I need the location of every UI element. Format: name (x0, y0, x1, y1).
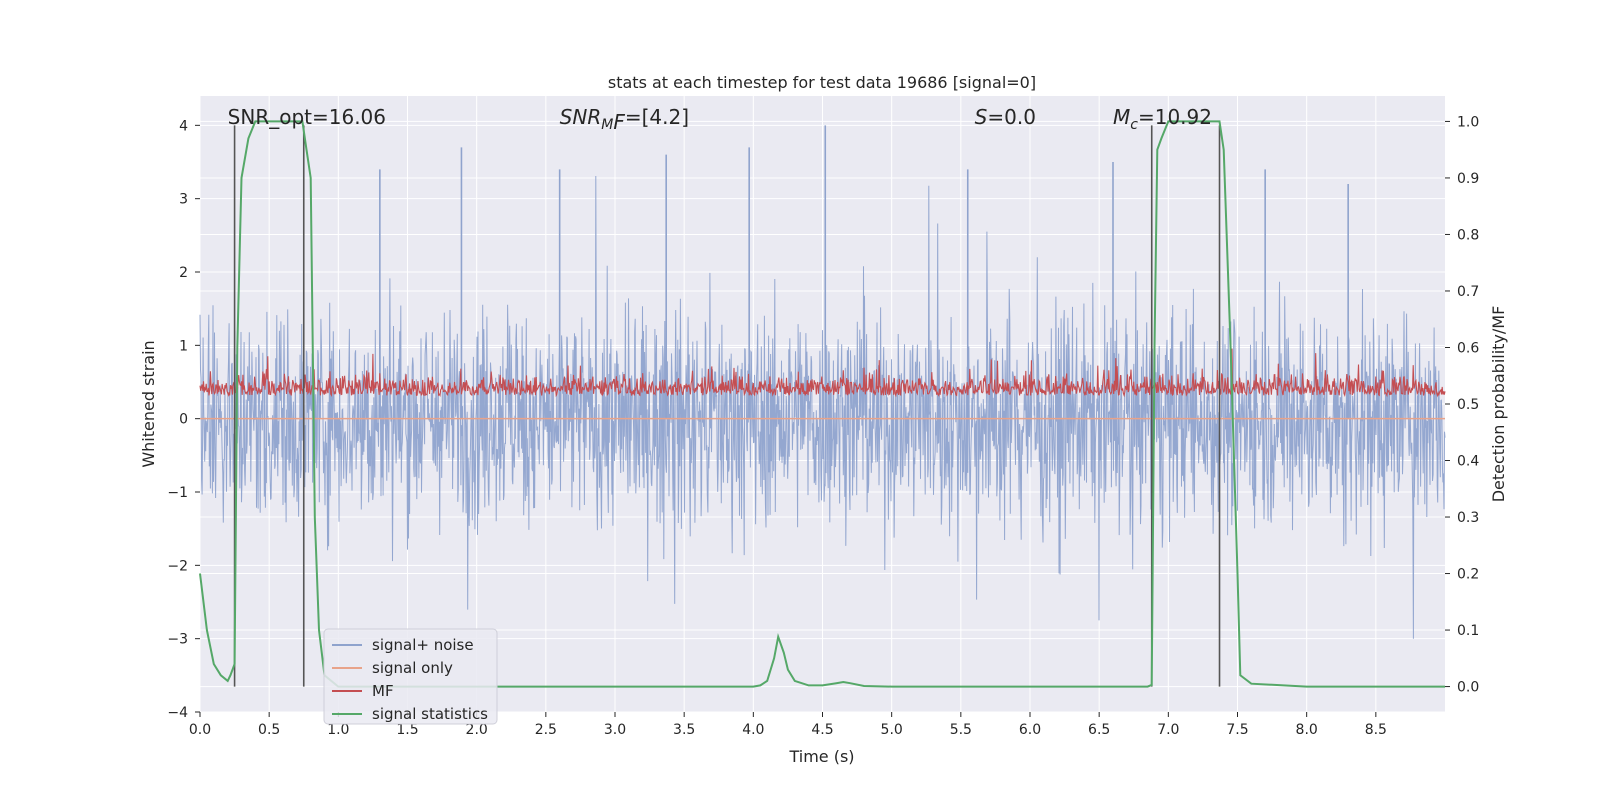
y-tick-label: −4 (167, 705, 188, 721)
y2-tick-label: 0.8 (1457, 227, 1479, 243)
y-tick-label: −3 (167, 632, 188, 648)
x-tick-label: 8.0 (1296, 722, 1318, 738)
x-tick-label: 7.0 (1157, 722, 1179, 738)
x-tick-label: 7.5 (1226, 722, 1248, 738)
y2-tick-label: 0.1 (1457, 623, 1479, 639)
ticks: 0.0 0.5 1.0 1.5 2.0 2.5 3.0 3.5 4.0 4.5 5.0 5.5 6.0 6… (167, 114, 1479, 738)
annotations: SNR_opt=16.06 SNRMF=[4.2] S=0.0 Mc=10.92 (228, 105, 1212, 134)
signal-statistics-line (199, 120, 1445, 688)
y-tick-label: −2 (167, 558, 188, 574)
annotation-1: SNRMF=[4.2] (560, 105, 689, 134)
y2-tick-label: 0.6 (1457, 340, 1479, 356)
x-tick-label: 6.0 (1019, 722, 1041, 738)
y2-tick-label: 1.0 (1457, 114, 1479, 130)
y-tick-label: 0 (179, 412, 188, 428)
x-tick-label: 5.0 (881, 722, 903, 738)
legend-label: signal only (372, 659, 453, 677)
x-tick-label: 8.5 (1365, 722, 1387, 738)
x-tick-label: 0.5 (258, 722, 280, 738)
legend: signal+ noise signal only MF signal statist… (323, 628, 498, 725)
annotation-0: SNR_opt=16.06 (228, 105, 386, 129)
chart-title: stats at each timestep for test data 196… (608, 73, 1036, 92)
y2-tick-label: 0.9 (1457, 171, 1479, 187)
y-tick-label: 4 (179, 118, 188, 134)
signal-noise-layer (199, 125, 1446, 639)
y2-tick-label: 0.7 (1457, 284, 1479, 300)
x-tick-label: 0.0 (189, 722, 211, 738)
annotation-2: S=0.0 (975, 105, 1036, 129)
x-axis-label: Time (s) (788, 747, 854, 766)
x-tick-label: 1.5 (396, 722, 418, 738)
y2-tick-label: 0.4 (1457, 454, 1479, 470)
x-tick-label: 3.0 (604, 722, 626, 738)
y-tick-label: 1 (179, 338, 188, 354)
y2-tick-label: 0.2 (1457, 567, 1479, 583)
mf-layer (199, 348, 1446, 398)
y2-tick-label: 0.5 (1457, 397, 1479, 413)
y2-axis-label: Detection probability/MF (1489, 306, 1508, 503)
annotation-3: Mc=10.92 (1113, 105, 1212, 133)
y2-tick-label: 0.3 (1457, 510, 1479, 526)
signal-statistics-layer (199, 120, 1445, 688)
y-tick-label: −1 (167, 485, 188, 501)
mf-line (199, 348, 1446, 398)
x-tick-label: 5.5 (950, 722, 972, 738)
x-tick-label: 1.0 (327, 722, 349, 738)
y-axis-label: Whitened strain (139, 340, 158, 467)
x-tick-label: 3.5 (673, 722, 695, 738)
y-tick-label: 3 (179, 192, 188, 208)
y2-tick-label: 0.0 (1457, 680, 1479, 696)
legend-box (323, 628, 498, 725)
x-tick-label: 4.5 (811, 722, 833, 738)
legend-label: signal statistics (372, 705, 488, 723)
legend-label: signal+ noise (372, 636, 474, 654)
x-tick-label: 2.5 (535, 722, 557, 738)
y-tick-label: 2 (179, 265, 188, 281)
x-tick-label: 2.0 (466, 722, 488, 738)
x-tick-label: 6.5 (1088, 722, 1110, 738)
legend-label: MF (372, 682, 394, 700)
x-tick-label: 4.0 (742, 722, 764, 738)
signal-noise-line (199, 175, 1446, 639)
